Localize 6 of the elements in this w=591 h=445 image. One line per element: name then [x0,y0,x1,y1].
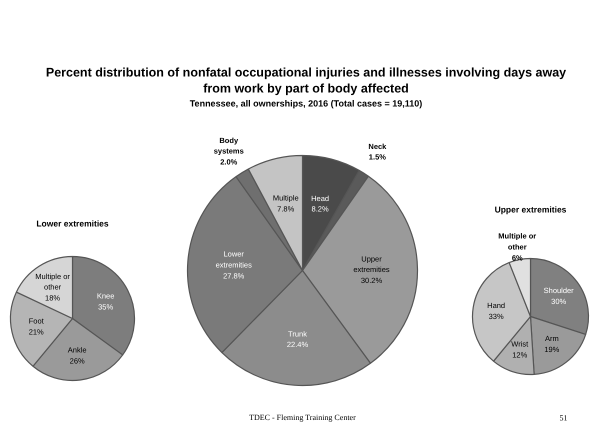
slice-label: Lower extremities [36,218,109,228]
text: 51 [560,414,568,422]
slice-label: Upper extremities [494,204,567,214]
chart-subtitle: Tennessee, all ownerships, 2016 (Total cases = 19,110) [190,98,422,108]
text: TDEC - Fleming Training Center [249,413,356,422]
chart-title: Percent distribution of nonfatal occupational injuries and illnesses involving days away from work by part of body affected [46,66,566,96]
